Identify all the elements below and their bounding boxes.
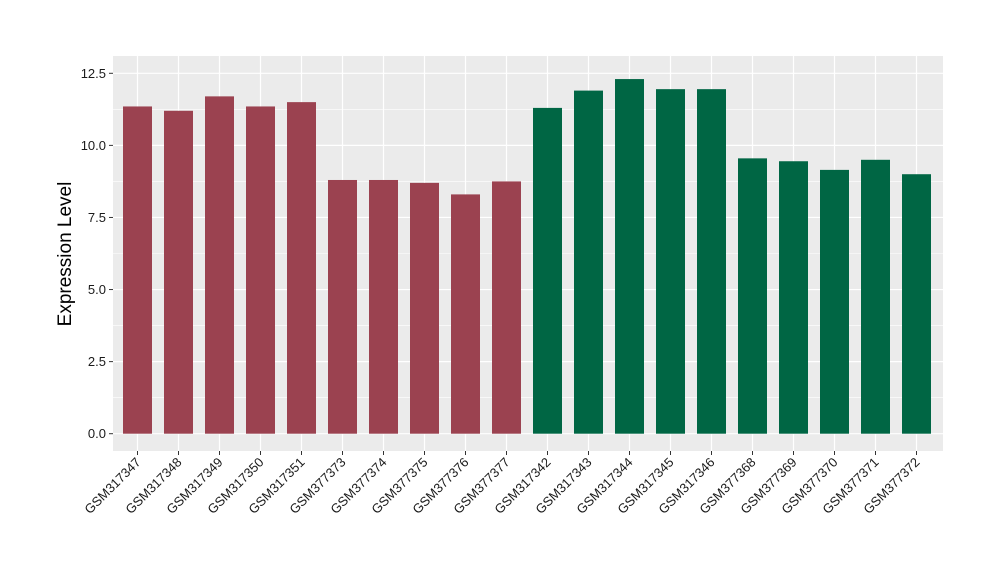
- y-tick-label: 2.5: [88, 354, 106, 369]
- bar-GSM317344: [615, 79, 644, 434]
- y-tick-label: 5.0: [88, 282, 106, 297]
- y-axis: 0.0 2.5 5.0 7.5 10.0 12.5: [81, 66, 113, 441]
- bar-GSM377371: [861, 159, 890, 434]
- bar-GSM317343: [574, 90, 603, 434]
- bar-GSM317346: [697, 89, 726, 434]
- bar-GSM377377: [492, 181, 521, 434]
- bar-GSM317348: [164, 110, 193, 434]
- bar-GSM317349: [205, 96, 234, 434]
- bars: [123, 79, 931, 434]
- bar-GSM377375: [410, 182, 439, 434]
- bar-GSM317351: [287, 102, 316, 434]
- x-axis: GSM317347GSM317348GSM317349GSM317350GSM3…: [81, 451, 923, 517]
- y-tick-label: 0.0: [88, 426, 106, 441]
- bar-GSM377373: [328, 179, 357, 434]
- bar-GSM377376: [451, 194, 480, 434]
- y-tick-label: 12.5: [81, 66, 106, 81]
- bar-GSM317342: [533, 107, 562, 434]
- bar-GSM317350: [246, 106, 275, 434]
- bar-GSM317347: [123, 106, 152, 434]
- bar-GSM377368: [738, 158, 767, 434]
- bar-GSM377374: [369, 179, 398, 434]
- bar-GSM377369: [779, 161, 808, 434]
- bar-GSM377370: [820, 169, 849, 434]
- y-axis-title: Expression Level: [55, 182, 76, 327]
- y-tick-label: 10.0: [81, 138, 106, 153]
- bar-GSM317345: [656, 89, 685, 434]
- y-tick-label: 7.5: [88, 210, 106, 225]
- bar-GSM377372: [902, 174, 931, 434]
